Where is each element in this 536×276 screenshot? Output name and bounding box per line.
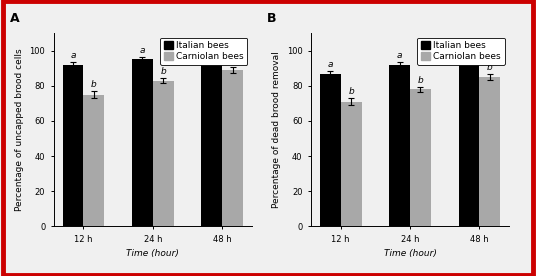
Bar [341, 102, 361, 226]
Text: b: b [418, 76, 423, 84]
Bar [84, 95, 104, 226]
Legend: Italian bees, Carniolan bees: Italian bees, Carniolan bees [160, 38, 248, 65]
Bar [410, 89, 431, 226]
Legend: Italian bees, Carniolan bees: Italian bees, Carniolan bees [417, 38, 505, 65]
X-axis label: Time (hour): Time (hour) [126, 249, 179, 258]
Text: a: a [139, 46, 145, 55]
Bar [63, 65, 84, 226]
Bar [153, 81, 174, 226]
Bar [222, 70, 243, 226]
Y-axis label: Percentage of dead brood removal: Percentage of dead brood removal [272, 51, 281, 208]
Bar [202, 52, 222, 226]
Text: a: a [209, 39, 214, 49]
Bar [320, 73, 341, 226]
Bar [479, 77, 500, 226]
Text: a: a [397, 51, 403, 60]
Y-axis label: Percentage of uncapped brood cells: Percentage of uncapped brood cells [15, 48, 24, 211]
Bar [459, 59, 479, 226]
Text: b: b [160, 67, 166, 76]
Bar [132, 59, 153, 226]
Text: a: a [327, 60, 333, 69]
Text: b: b [487, 63, 493, 72]
Text: b: b [91, 80, 96, 89]
Text: A: A [10, 12, 20, 25]
X-axis label: Time (hour): Time (hour) [384, 249, 436, 258]
Text: a: a [466, 47, 472, 55]
Text: B: B [267, 12, 277, 25]
Text: b: b [348, 87, 354, 96]
Text: a: a [70, 51, 76, 60]
Bar [389, 65, 410, 226]
Text: b: b [229, 56, 235, 65]
